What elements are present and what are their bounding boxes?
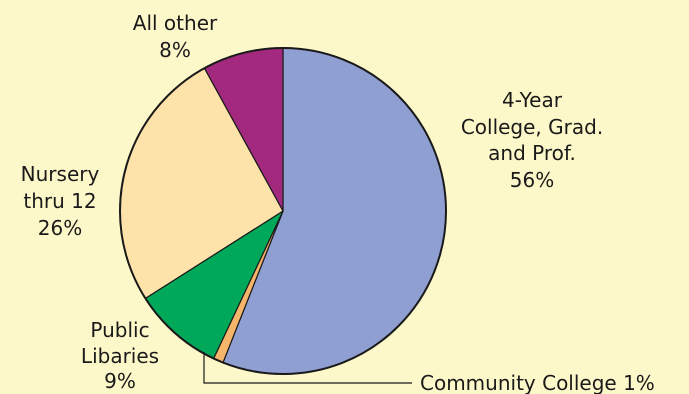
label-four-year-line-1: 4-Year [502,88,563,112]
label-nursery-line-2: thru 12 [23,189,96,213]
label-public-libraries-percent: 9% [104,369,136,393]
label-four-year: 4-Year College, Grad. and Prof. 56% [461,88,603,192]
label-four-year-line-3: and Prof. [488,141,576,165]
label-public-libraries-line-2: Libaries [81,344,159,368]
label-nursery-line-1: Nursery [21,162,100,186]
label-nursery-percent: 26% [38,216,82,240]
label-four-year-line-2: College, Grad. [461,115,603,139]
pie-slices [119,47,447,375]
label-community-college: Community College 1% [420,371,655,394]
label-four-year-percent: 56% [510,168,554,192]
community-college-leader-line [203,352,412,384]
pie-outline [119,47,447,375]
label-all-other-line-1: All other [133,11,218,35]
label-nursery: Nursery thru 12 26% [21,162,100,240]
label-public-libraries-line-1: Public [90,318,149,342]
label-all-other-percent: 8% [159,38,191,62]
label-all-other: All other 8% [133,11,218,62]
label-community-college-text: Community College 1% [420,371,655,394]
label-public-libraries: Public Libaries 9% [81,318,159,393]
